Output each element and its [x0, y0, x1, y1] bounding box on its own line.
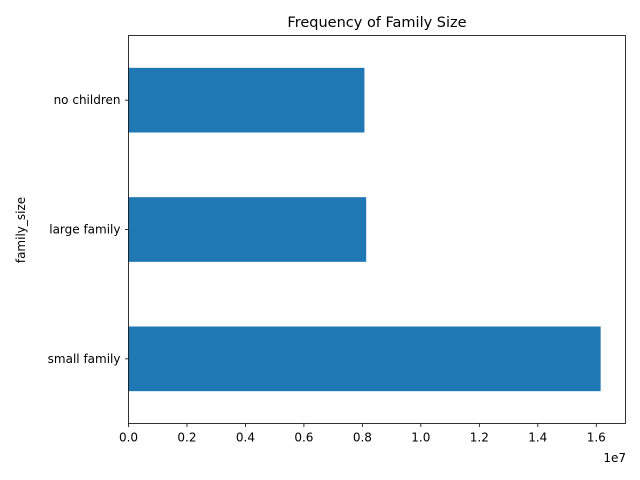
axes-frame	[128, 35, 626, 424]
bars-group	[128, 67, 601, 392]
x-tick-label: 0.6	[294, 431, 313, 445]
chart-title: Frequency of Family Size	[287, 15, 466, 31]
y-ticks-group: small family large family no children	[48, 93, 129, 366]
x-axis-offset-label: 1e7	[603, 451, 626, 465]
x-tick-label: 0.8	[353, 431, 372, 445]
x-tick-label: 1.2	[470, 431, 489, 445]
x-tick-label: 1.4	[528, 431, 547, 445]
x-tick-label: 0.4	[236, 431, 255, 445]
x-tick-label: 1.6	[587, 431, 606, 445]
plot-area-border	[128, 35, 626, 424]
y-axis-label: family_size	[14, 197, 28, 263]
bar-no-children	[128, 67, 365, 133]
bar-small-family	[128, 326, 601, 392]
y-tick-label-large-family: large family	[49, 223, 120, 237]
y-tick-label-no-children: no children	[54, 93, 121, 107]
x-tick-label: 1.0	[411, 431, 430, 445]
y-tick-label-small-family: small family	[48, 352, 121, 366]
x-tick-label: 0.0	[119, 431, 138, 445]
x-ticks-group: 0.0 0.2 0.4 0.6 0.8 1.0 1.2 1.4 1.6	[119, 423, 606, 445]
bar-large-family	[128, 197, 367, 262]
x-tick-label: 0.2	[177, 431, 196, 445]
